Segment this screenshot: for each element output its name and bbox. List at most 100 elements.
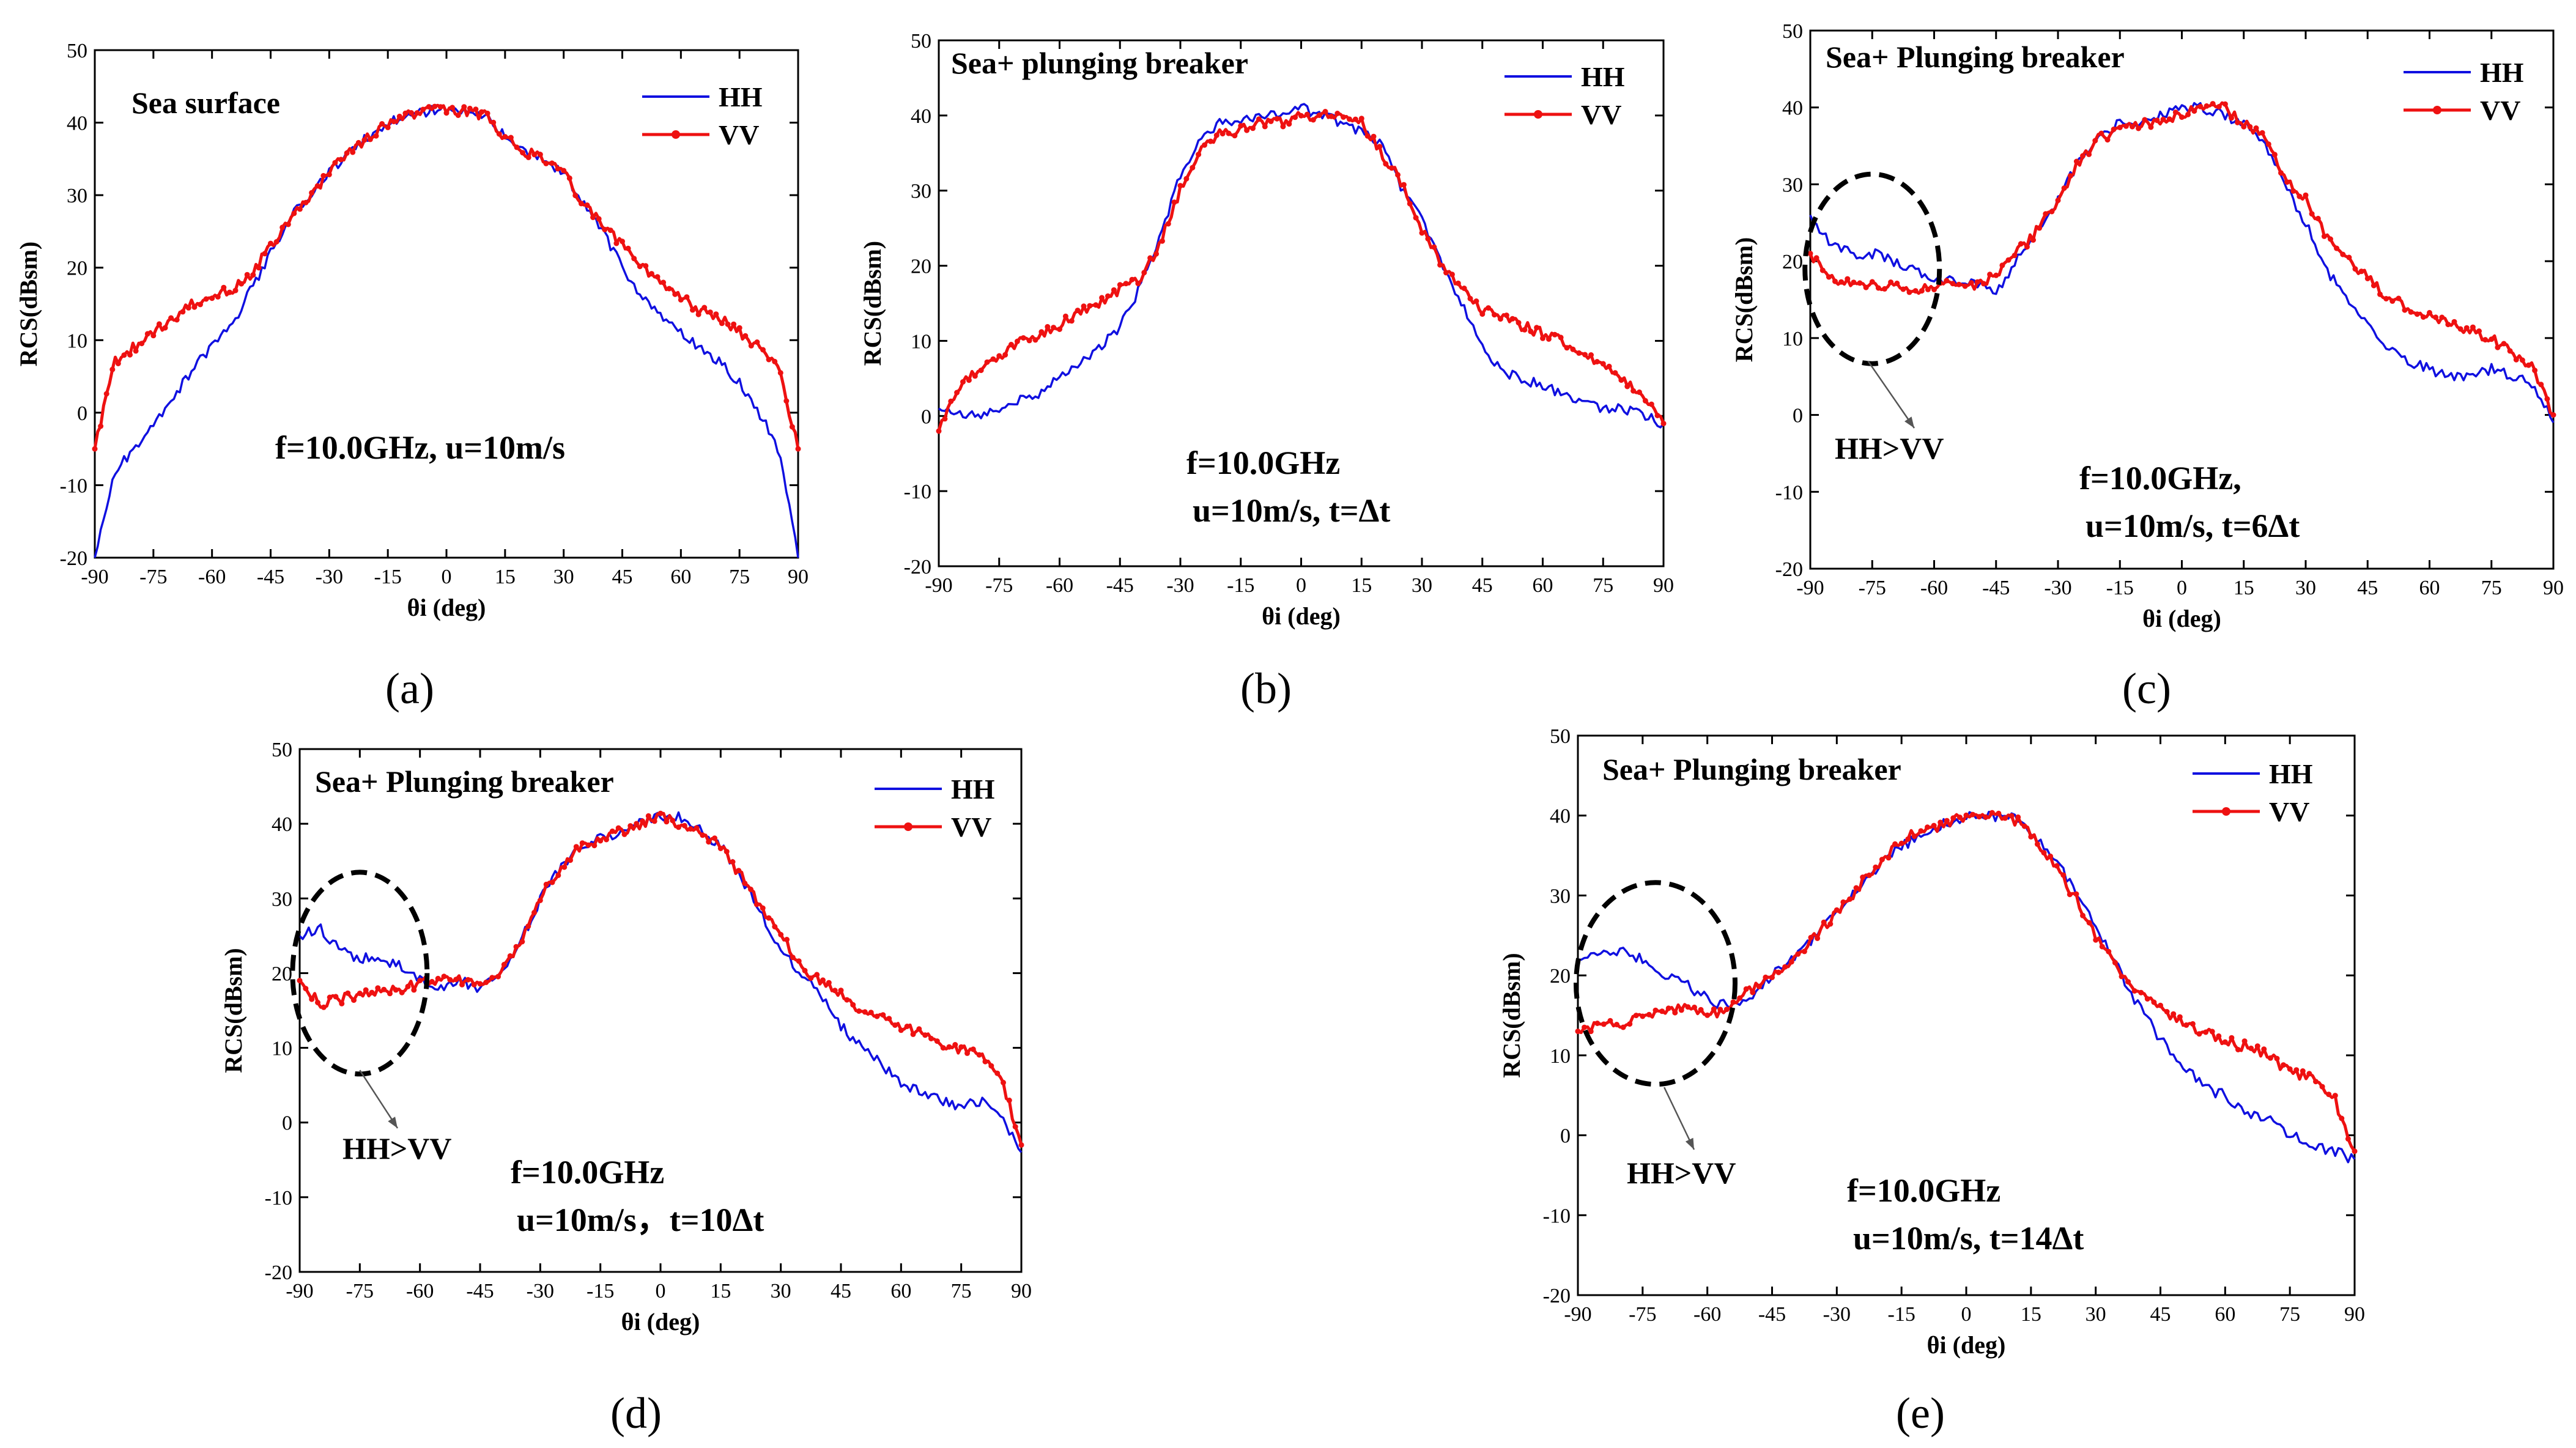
series-marker-vv [1925,824,1930,830]
series-marker-vv [602,226,608,232]
series-marker-vv [2339,1115,2345,1121]
series-marker-vv [690,307,695,313]
series-marker-vv [1280,124,1286,130]
series-marker-vv [1045,323,1051,330]
x-tick-label: -75 [985,574,1013,597]
series-marker-vv [1630,388,1637,394]
series-marker-vv [549,879,555,885]
series-marker-vv [109,366,116,372]
series-marker-vv [1863,284,1869,290]
series-marker-vv [1750,989,1756,996]
x-tick-label: -90 [81,566,108,588]
series-marker-vv [1304,111,1310,117]
series-marker-vv [1522,327,1528,333]
series-marker-vv [573,844,579,850]
series-marker-vv [1888,279,1894,285]
series-marker-vv [2476,328,2482,334]
series-marker-vv [651,818,657,824]
series-marker-vv [637,264,643,270]
x-tick-label: 0 [656,1280,666,1302]
chart-annotation: Sea+ plunging breaker [951,46,1248,80]
series-marker-vv [2313,1079,2319,1085]
series-marker-vv [766,915,772,921]
x-tick-label: -45 [1106,574,1134,597]
series-marker-vv [1177,183,1183,189]
legend-label-vv: VV [2480,95,2520,126]
series-marker-vv [1449,272,1455,278]
series-marker-vv [320,1004,327,1010]
series-marker-vv [701,305,708,311]
series-marker-vv [2414,311,2420,317]
series-marker-vv [1026,338,1032,344]
series-marker-vv [596,216,602,222]
series-marker-vv [1540,335,1545,341]
series-marker-vv [1576,350,1582,356]
series-marker-vv [1976,814,1982,820]
series-marker-vv [2513,356,2519,363]
x-tick-label: -90 [1796,577,1824,599]
x-tick-label: 15 [495,566,516,588]
series-marker-vv [1807,251,1813,257]
series-marker-vv [1364,133,1371,139]
series-line-vv [937,110,1665,432]
series-marker-vv [1659,1008,1665,1014]
series-marker-vv [862,1009,868,1015]
series-marker-vv [2297,193,2303,199]
x-tick-label: 30 [2295,577,2316,599]
series-marker-vv [2151,999,2157,1005]
legend-label-hh: HH [1581,61,1625,92]
series-marker-vv [681,822,687,829]
series-marker-vv [2210,101,2216,107]
chart-annotation: Sea+ Plunging breaker [1602,752,1901,786]
series-marker-vv [748,342,754,349]
series-marker-vv [1594,359,1600,364]
series-marker-vv [970,1046,976,1052]
series-marker-vv [1443,270,1449,276]
series-marker-vv [1618,377,1624,383]
series-marker-vv [1594,1021,1601,1026]
series-marker-vv [537,152,543,158]
series-marker-vv [1698,1007,1704,1013]
series-marker-vv [285,221,291,227]
series-marker-vv [2247,124,2253,130]
series-marker-vv [844,997,850,1003]
series-marker-vv [1801,948,1807,955]
series-marker-vv [1970,811,1976,818]
series-marker-vv [519,939,525,945]
series-marker-vv [191,304,198,310]
series-marker-vv [2166,116,2172,122]
series-marker-vv [916,1026,922,1032]
callout-arrow-head [1685,1137,1694,1150]
series-marker-vv [802,967,808,973]
x-tick-label: -45 [1758,1303,1786,1326]
series-marker-vv [1099,295,1105,301]
y-tick-label: -20 [1775,558,1803,581]
series-marker-vv [1654,413,1660,418]
series-marker-vv [1038,329,1045,335]
series-marker-vv [399,989,405,996]
series-marker-vv [367,136,373,142]
series-marker-vv [279,224,286,231]
series-marker-vv [1646,1011,1652,1018]
series-marker-vv [2028,833,2034,840]
series-marker-vv [525,154,531,160]
series-marker-vv [760,347,766,353]
series-marker-vv [443,110,450,116]
series-marker-vv [393,987,399,993]
series-marker-vv [1642,397,1648,404]
series-marker-vv [561,168,567,174]
series-marker-vv [1545,336,1552,342]
series-marker-vv [2267,1055,2273,1061]
series-marker-vv [490,119,497,125]
series-marker-vv [1516,320,1522,326]
series-marker-vv [2334,245,2340,251]
series-marker-vv [2229,115,2234,121]
series-marker-vv [1775,969,1782,975]
series-marker-vv [447,977,453,983]
series-line-hh [938,103,1665,429]
series-marker-vv [1588,352,1594,358]
series-marker-vv [215,294,221,300]
series-marker-vv [1853,885,1859,891]
series-marker-vv [2054,863,2060,869]
x-tick-label: 45 [2357,577,2378,599]
